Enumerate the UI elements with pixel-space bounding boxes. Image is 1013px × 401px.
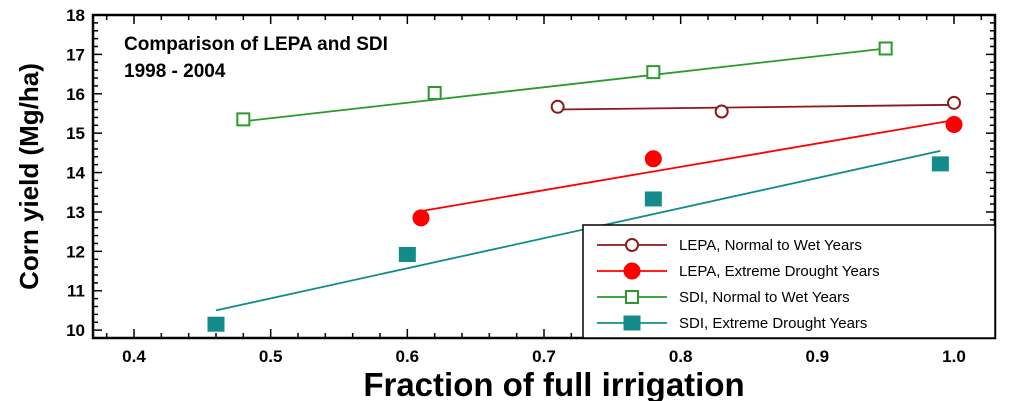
data-point-series-4 xyxy=(207,316,225,332)
legend-label: LEPA, Normal to Wet Years xyxy=(679,237,862,254)
legend-box xyxy=(582,224,996,339)
legend: LEPA, Normal to Wet Years LEPA, Extreme D… xyxy=(582,224,996,339)
x-tick-label: 0.8 xyxy=(669,347,693,366)
x-tick-label: 0.5 xyxy=(259,347,283,366)
fit-line-series-3 xyxy=(243,47,886,123)
data-point-series-4 xyxy=(398,246,416,262)
y-tick-label: 14 xyxy=(66,164,85,183)
annotation-line-1: Comparison of LEPA and SDI xyxy=(124,34,388,55)
data-point-series-2 xyxy=(945,116,963,134)
legend-marker xyxy=(623,315,641,331)
fit-lines xyxy=(215,47,955,312)
x-tick-label: 0.6 xyxy=(396,347,420,366)
legend-entry: LEPA, Normal to Wet Years xyxy=(597,237,862,254)
fit-line-series-2 xyxy=(420,119,955,213)
x-tick-label: 0.7 xyxy=(532,347,556,366)
legend-entry: LEPA, Extreme Drought Years xyxy=(597,262,880,280)
y-tick-label: 15 xyxy=(66,124,85,143)
data-points xyxy=(207,41,963,332)
legend-marker xyxy=(623,262,641,280)
data-point-series-2 xyxy=(644,150,662,168)
annotation-line-2: 1998 - 2004 xyxy=(124,61,226,82)
data-point-series-1 xyxy=(714,104,729,119)
y-tick-label: 18 xyxy=(66,6,85,25)
data-point-series-4 xyxy=(644,191,662,207)
x-axis-title: Fraction of full irrigation xyxy=(363,366,744,401)
data-point-series-3 xyxy=(878,41,893,56)
y-tick-label: 12 xyxy=(66,242,85,261)
data-point-series-3 xyxy=(646,65,661,80)
data-point-series-1 xyxy=(550,99,565,114)
ticks-layer: 0.4 0.5 0.6 0.7 0.8 0.9 1.0 10 11 12 13 14 15 16 17 18 xyxy=(66,6,995,366)
legend-label: LEPA, Extreme Drought Years xyxy=(679,263,880,280)
fit-line-series-1 xyxy=(557,103,955,111)
y-axis-title: Corn yield (Mg/ha) xyxy=(14,63,44,290)
data-point-series-3 xyxy=(427,85,442,100)
legend-label: SDI, Normal to Wet Years xyxy=(679,289,850,306)
legend-marker xyxy=(625,238,639,252)
y-tick-label: 13 xyxy=(66,203,85,222)
y-tick-label: 16 xyxy=(66,85,85,104)
y-tick-label: 10 xyxy=(66,321,85,340)
legend-entry: SDI, Normal to Wet Years xyxy=(597,289,850,306)
plot-frame xyxy=(91,13,997,340)
data-point-series-4 xyxy=(931,156,949,172)
data-point-series-1 xyxy=(947,95,961,110)
data-point-series-3 xyxy=(236,112,251,127)
x-tick-label: 1.0 xyxy=(942,347,966,366)
y-tick-label: 17 xyxy=(66,45,85,64)
data-point-series-2 xyxy=(412,209,430,227)
y-tick-label: 11 xyxy=(67,282,85,301)
fit-line-series-4 xyxy=(215,150,941,312)
x-tick-label: 0.4 xyxy=(122,347,146,366)
legend-marker xyxy=(625,290,639,304)
legend-entry: SDI, Extreme Drought Years xyxy=(597,315,867,332)
legend-label: SDI, Extreme Drought Years xyxy=(679,315,867,332)
x-tick-label: 0.9 xyxy=(806,347,830,366)
